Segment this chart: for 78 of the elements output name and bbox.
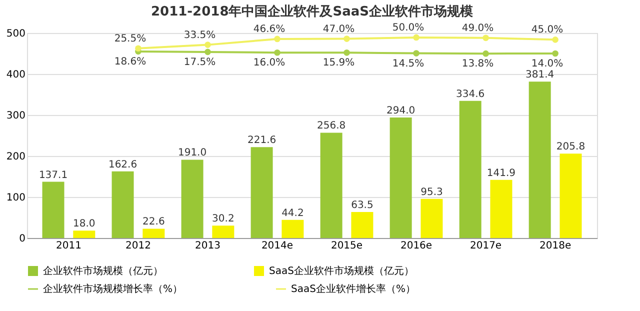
x-tick-label: 2014e xyxy=(261,240,294,252)
bar xyxy=(73,230,96,238)
data-label: 381.4 xyxy=(526,70,554,81)
point xyxy=(204,42,211,48)
bar xyxy=(560,154,582,238)
y-tick-label: 0 xyxy=(19,234,26,244)
data-label: 137.1 xyxy=(38,170,68,181)
point xyxy=(482,50,489,57)
data-label: 14.0% xyxy=(531,58,564,70)
data-label: 16.0% xyxy=(253,58,286,69)
x-tick-label: 2018e xyxy=(539,240,572,252)
y-tick-label: 300 xyxy=(6,110,26,122)
data-label: 14.5% xyxy=(392,58,424,70)
x-tick-label: 2015e xyxy=(330,240,363,252)
bar xyxy=(112,171,134,238)
bar xyxy=(459,100,482,238)
legend-label: 企业软件市场规模增长率（%） xyxy=(43,283,183,295)
data-label: 33.5% xyxy=(184,30,216,41)
x-tick-label: 2011 xyxy=(56,240,82,252)
data-label: 25.5% xyxy=(114,33,146,44)
point xyxy=(482,34,489,42)
point xyxy=(413,50,420,56)
data-label: 15.9% xyxy=(322,58,355,69)
data-label: 162.6 xyxy=(108,159,138,170)
data-label: 205.8 xyxy=(556,142,586,153)
point xyxy=(204,48,211,56)
point xyxy=(552,36,558,43)
bar xyxy=(250,147,273,238)
point xyxy=(413,34,420,41)
data-label: 95.3 xyxy=(420,186,443,198)
data-label: 141.9 xyxy=(486,168,516,179)
data-label: 334.6 xyxy=(456,88,485,100)
data-label: 44.2 xyxy=(282,208,304,219)
bar xyxy=(490,180,512,238)
bar xyxy=(390,117,412,238)
data-label: 63.5 xyxy=(351,200,374,211)
legend-label: SaaS企业软件增长率（%） xyxy=(291,283,416,295)
bar xyxy=(142,228,165,238)
data-label: 45.0% xyxy=(531,24,564,36)
data-label: 18.6% xyxy=(114,56,146,68)
bar xyxy=(528,82,551,238)
point xyxy=(274,36,280,42)
y-tick-label: 200 xyxy=(6,152,26,162)
bar xyxy=(351,212,374,238)
x-tick-label: 2012 xyxy=(125,240,151,252)
data-label: 30.2 xyxy=(212,214,234,225)
y-tick-label: 100 xyxy=(6,192,26,204)
data-label: 22.6 xyxy=(142,216,165,228)
point xyxy=(552,50,558,57)
data-label: 50.0% xyxy=(392,22,424,34)
bar xyxy=(212,226,234,238)
data-label: 294.0 xyxy=(386,105,416,116)
bar xyxy=(420,198,443,238)
point xyxy=(344,50,350,56)
x-tick-label: 2013 xyxy=(195,240,220,252)
bar xyxy=(181,160,204,238)
data-label: 191.0 xyxy=(178,148,207,159)
data-label: 46.6% xyxy=(253,24,286,35)
point xyxy=(344,36,350,42)
data-label: 13.8% xyxy=(462,58,494,70)
data-label: 49.0% xyxy=(462,22,494,34)
bar xyxy=(320,132,342,238)
bar xyxy=(42,182,64,238)
data-label: 18.0 xyxy=(73,218,96,230)
bar xyxy=(282,220,304,238)
point xyxy=(274,49,280,56)
chart-title: 2011-2018年中国企业软件及SaaS企业软件市场规模 xyxy=(150,3,474,20)
legend-label: 企业软件市场规模（亿元） xyxy=(43,265,163,277)
y-tick-label: 500 xyxy=(6,28,26,40)
data-label: 256.8 xyxy=(316,120,346,132)
x-tick-label: 2016e xyxy=(400,240,432,252)
data-label: 47.0% xyxy=(322,24,355,35)
x-tick-label: 2017e xyxy=(470,240,502,252)
legend-label: SaaS企业软件市场规模（亿元） xyxy=(269,265,414,277)
data-label: 221.6 xyxy=(247,135,276,146)
point xyxy=(135,45,142,52)
data-label: 17.5% xyxy=(184,56,216,68)
y-tick-label: 400 xyxy=(6,70,26,80)
